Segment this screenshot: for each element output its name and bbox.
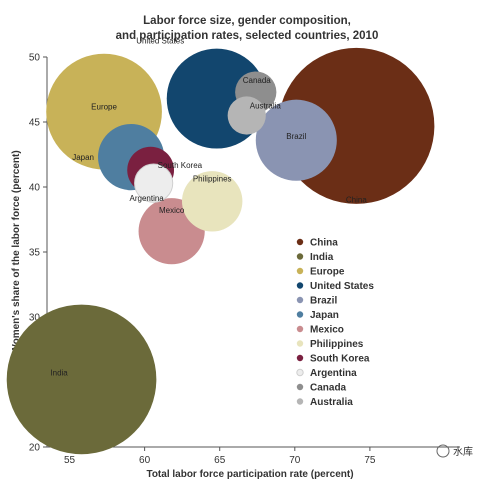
bubble-label-mexico: Mexico bbox=[159, 206, 185, 215]
legend-label-australia: Australia bbox=[310, 397, 353, 408]
x-tick-label: 70 bbox=[289, 455, 301, 466]
legend-swatch-europe bbox=[296, 267, 304, 275]
legend-label-china: China bbox=[310, 238, 338, 249]
y-tick-label: 35 bbox=[29, 248, 41, 259]
bubble-label-philippines: Philippines bbox=[193, 174, 232, 183]
y-tick-label: 45 bbox=[29, 118, 41, 129]
legend-swatch-canada bbox=[296, 383, 304, 391]
y-tick-label: 20 bbox=[29, 443, 41, 454]
bubble-brazil bbox=[255, 99, 337, 181]
bubble-label-brazil: Brazil bbox=[286, 132, 306, 141]
bubble-argentina bbox=[134, 163, 174, 203]
legend-swatch-china bbox=[296, 238, 304, 246]
legend-swatch-philippines bbox=[296, 340, 304, 347]
legend-label-india: India bbox=[310, 252, 334, 263]
x-axis-label: Total labor force participation rate (pe… bbox=[146, 469, 353, 480]
bubble-label-europe: Europe bbox=[91, 103, 117, 112]
y-tick-label: 50 bbox=[29, 53, 41, 64]
y-tick-label: 30 bbox=[29, 313, 41, 324]
legend-label-canada: Canada bbox=[310, 383, 347, 394]
bubble-label-argentina: Argentina bbox=[130, 194, 165, 203]
bubble-label-south-korea: South Korea bbox=[158, 161, 203, 170]
legend-swatch-united-states bbox=[296, 282, 304, 289]
bubble-philippines bbox=[181, 171, 243, 232]
chart-title-line: and participation rates, selected countr… bbox=[116, 30, 379, 42]
bubble-india bbox=[6, 304, 157, 455]
bubble-australia bbox=[227, 96, 266, 135]
legend-label-argentina: Argentina bbox=[310, 368, 357, 379]
legend-label-philippines: Philippines bbox=[310, 339, 364, 350]
wechat-icon bbox=[436, 444, 450, 458]
y-axis-label: Women's share of the labor force (percen… bbox=[11, 150, 22, 353]
watermark: 水库 bbox=[436, 444, 473, 458]
legend-swatch-brazil bbox=[296, 296, 304, 304]
legend-swatch-australia bbox=[296, 398, 304, 405]
legend: China India Europe United States Brazil Japan… bbox=[296, 238, 374, 408]
chart-title-line: Labor force size, gender composition, bbox=[143, 15, 351, 27]
watermark-text: 水库 bbox=[453, 445, 473, 458]
legend-swatch-japan bbox=[296, 311, 304, 318]
legend-swatch-india bbox=[296, 253, 304, 260]
bubble-label-japan: Japan bbox=[72, 153, 94, 162]
legend-label-united-states: United States bbox=[310, 281, 374, 292]
legend-swatch-south-korea bbox=[296, 354, 304, 362]
bubble-labels: China India Europe United States Brazil Japan… bbox=[50, 37, 367, 378]
legend-swatch-mexico bbox=[296, 325, 304, 333]
bubble-series bbox=[6, 47, 435, 455]
legend-label-brazil: Brazil bbox=[310, 296, 337, 307]
legend-label-europe: Europe bbox=[310, 267, 345, 278]
bubble-label-australia: Australia bbox=[250, 102, 282, 111]
y-tick-label: 40 bbox=[29, 183, 41, 194]
bubble-label-canada: Canada bbox=[243, 76, 272, 85]
chart-title: Labor force size, gender composition, and… bbox=[116, 15, 379, 42]
bubble-label-united-states: United States bbox=[136, 37, 184, 46]
legend-label-japan: Japan bbox=[310, 310, 339, 321]
legend-swatch-argentina bbox=[296, 368, 304, 377]
x-tick-label: 55 bbox=[64, 455, 76, 466]
bubble-label-india: India bbox=[50, 368, 68, 377]
legend-label-south-korea: South Korea bbox=[310, 354, 370, 365]
legend-label-mexico: Mexico bbox=[310, 325, 344, 336]
x-tick-label: 75 bbox=[364, 455, 376, 466]
x-tick-label: 60 bbox=[139, 455, 151, 466]
x-tick-label: 65 bbox=[214, 455, 226, 466]
bubble-label-china: China bbox=[346, 195, 367, 204]
